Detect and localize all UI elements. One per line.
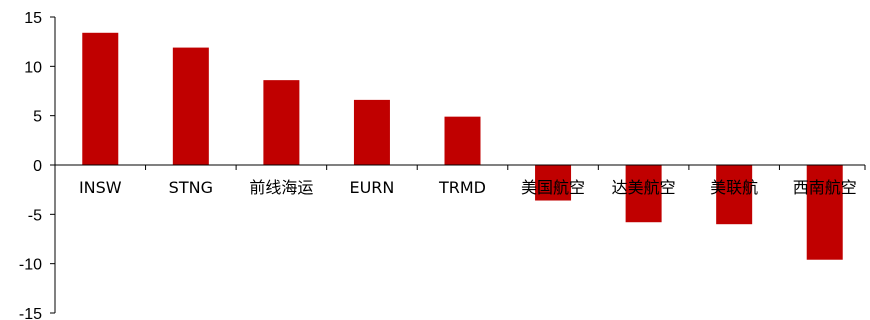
y-tick-label: 15 (24, 10, 42, 27)
x-tick-label: INSW (79, 178, 122, 197)
bar (263, 80, 300, 165)
bar (716, 165, 753, 225)
category-labels: INSW STNG 前线海运 EURN TRMD 美国航空 达美航空 美联航 西南航空 (79, 178, 857, 197)
bar (806, 165, 843, 260)
y-tick-label: -15 (19, 306, 42, 320)
y-tick-label: -5 (28, 207, 42, 224)
bars (82, 32, 843, 260)
y-tick-label: -10 (19, 257, 42, 274)
bar (444, 116, 481, 165)
bar (625, 165, 662, 223)
x-tick-label: 达美航空 (612, 178, 676, 197)
x-tick-label: 美联航 (710, 178, 758, 197)
x-tick-label: 前线海运 (249, 178, 313, 197)
y-tick-label: 10 (24, 59, 42, 76)
y-tick-label: 0 (33, 158, 42, 175)
bar (535, 165, 572, 201)
x-tick-label: STNG (169, 178, 213, 197)
x-tick-label: EURN (349, 178, 394, 197)
x-tick-label: 美国航空 (521, 178, 585, 197)
y-tick-label: 5 (33, 109, 42, 126)
x-tick-label: TRMD (438, 178, 486, 197)
bar (353, 99, 390, 165)
y-axis: 15 10 5 0 -5 -10 -15 (19, 10, 56, 320)
x-axis (54, 164, 866, 170)
bar (172, 47, 209, 165)
x-tick-label: 西南航空 (793, 178, 857, 197)
bar (82, 32, 119, 165)
